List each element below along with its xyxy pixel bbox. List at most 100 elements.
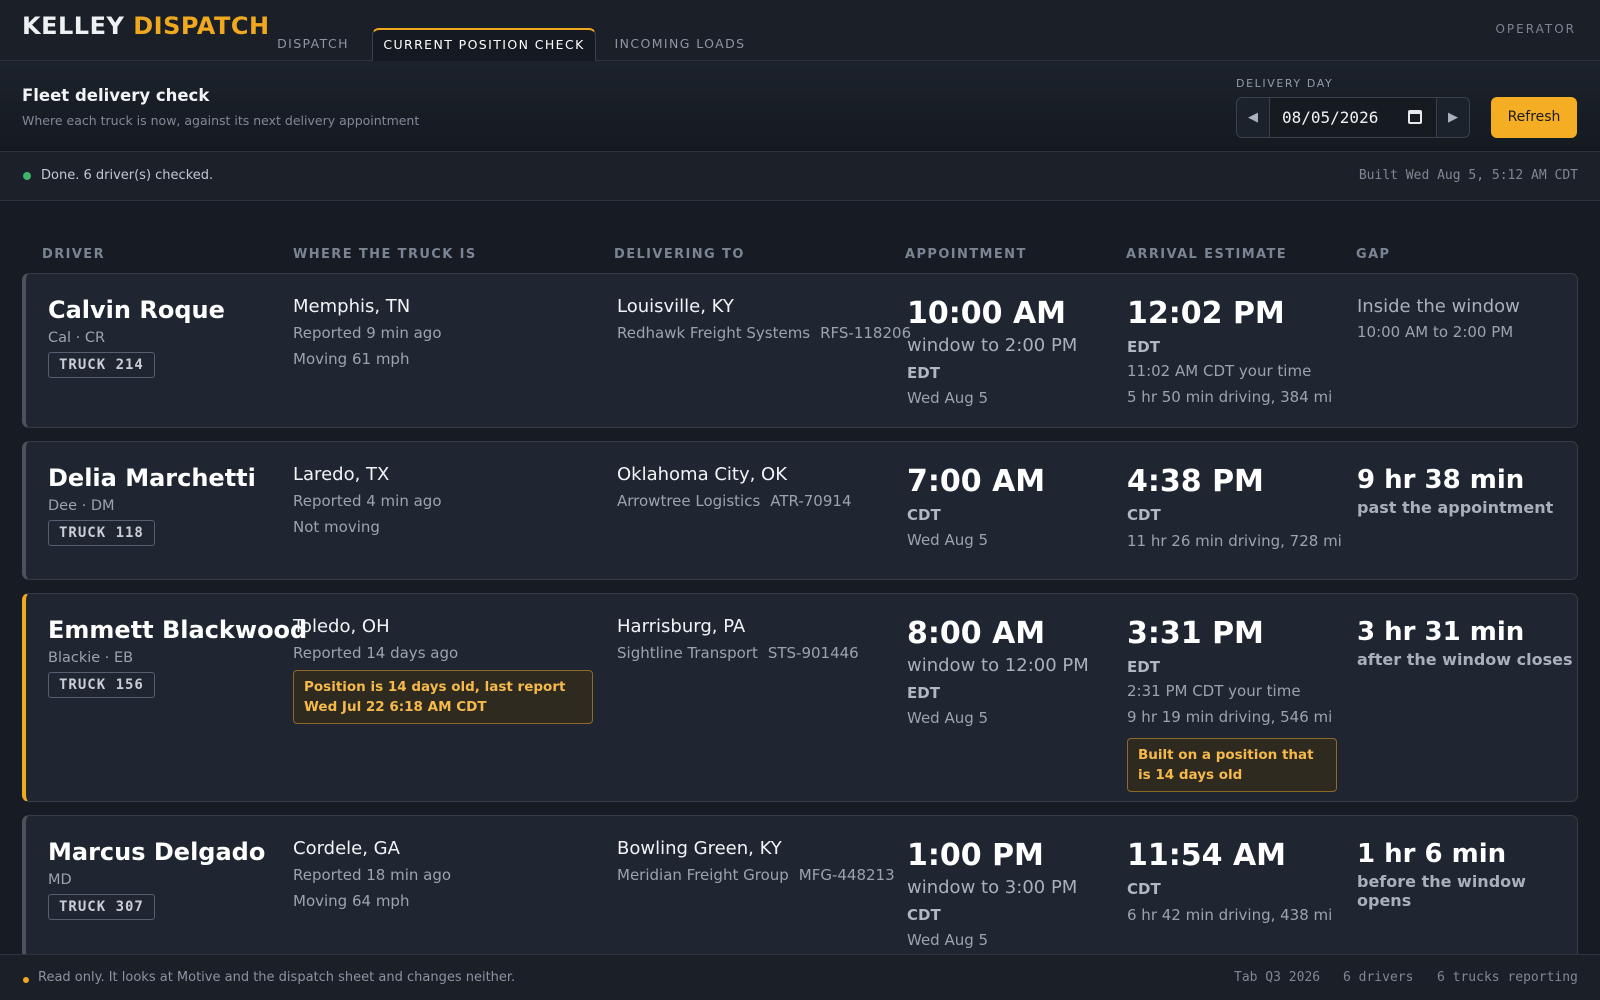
eta-time: 3:31 PM <box>1127 616 1264 651</box>
eta-driving-distance: 6 hr 42 min driving, 438 mi <box>1127 906 1333 924</box>
gap-cell: 3 hr 31 min after the window closes <box>1357 616 1573 669</box>
appointment-date: Wed Aug 5 <box>907 531 989 549</box>
brand-logo: KELLEY DISPATCH <box>22 12 270 40</box>
driver-row[interactable]: Marcus Delgado MD TRUCK 307 Cordele, GA … <box>22 815 1578 975</box>
read-only-notice: Read only. It looks at Motive and the di… <box>38 970 516 985</box>
tab-dispatch[interactable]: DISPATCH <box>277 36 349 51</box>
gap-cell: 1 hr 6 min before the window opens <box>1357 838 1577 910</box>
next-day-button[interactable]: ▶ <box>1436 98 1469 137</box>
appointment-window: window to 2:00 PM <box>907 335 1078 356</box>
column-header-driver: DRIVER <box>42 247 105 262</box>
driver-nickname: Cal · CR <box>48 330 106 346</box>
eta-time: 11:54 AM <box>1127 838 1287 873</box>
column-header-destination: DELIVERING TO <box>614 247 745 262</box>
destination-cell: Harrisburg, PA Sightline Transport STS-90… <box>617 616 859 666</box>
arrival-estimate-cell: 3:31 PM EDT 2:31 PM CDT your time 9 hr 1… <box>1127 616 1337 792</box>
truck-location: Cordele, GA <box>293 838 400 859</box>
column-header-appointment: APPOINTMENT <box>905 247 1027 262</box>
tab-incoming-loads[interactable]: INCOMING LOADS <box>614 36 746 51</box>
appointment-date: Wed Aug 5 <box>907 709 989 727</box>
appointment-timezone: EDT <box>907 364 940 382</box>
tab-current-position-check[interactable]: CURRENT POSITION CHECK <box>372 28 596 61</box>
reported-time: Reported 18 min ago <box>293 866 452 884</box>
footer-trucks-reporting: 6 trucks reporting <box>1437 970 1578 985</box>
page-title: Fleet delivery check <box>22 86 210 105</box>
eta-time: 12:02 PM <box>1127 296 1285 331</box>
gap-duration: 3 hr 31 min <box>1357 617 1525 647</box>
truck-badge: TRUCK 307 <box>48 894 155 920</box>
driver-row[interactable]: Calvin Roque Cal · CR TRUCK 214 Memphis,… <box>22 273 1578 428</box>
refresh-button[interactable]: Refresh <box>1491 97 1577 138</box>
appointment-timezone: CDT <box>907 506 941 524</box>
column-header-location: WHERE THE TRUCK IS <box>293 247 477 262</box>
gap-detail: after the window closes <box>1357 650 1573 669</box>
eta-local-time: 2:31 PM CDT your time <box>1127 682 1301 700</box>
driver-name: Delia Marchetti <box>48 464 256 492</box>
driver-nickname: MD <box>48 872 72 888</box>
driver-row[interactable]: Emmett Blackwood Blackie · EB TRUCK 156 … <box>22 593 1578 802</box>
eta-timezone: EDT <box>1127 338 1160 356</box>
appointment-date: Wed Aug 5 <box>907 931 989 949</box>
footer-driver-count: 6 drivers <box>1343 970 1414 985</box>
appointment-timezone: CDT <box>907 906 941 924</box>
gap-status: Inside the window <box>1357 296 1520 317</box>
destination-city: Louisville, KY <box>617 296 734 317</box>
column-header-gap: GAP <box>1356 247 1391 262</box>
driver-cell: Calvin Roque Cal · CR TRUCK 214 <box>48 296 225 378</box>
gap-cell: Inside the window 10:00 AM to 2:00 PM <box>1357 296 1520 341</box>
truck-badge: TRUCK 156 <box>48 672 155 698</box>
delivery-date-input[interactable]: 08/05/2026 <box>1270 98 1436 137</box>
appointment-window: window to 3:00 PM <box>907 877 1078 898</box>
driver-cell: Delia Marchetti Dee · DM TRUCK 118 <box>48 464 256 546</box>
shipper-name: Meridian Freight Group <box>617 866 789 884</box>
status-bar: Done. 6 driver(s) checked. Built Wed Aug… <box>0 152 1600 201</box>
page-subtitle: Where each truck is now, against its nex… <box>22 113 420 128</box>
gap-duration: 9 hr 38 min <box>1357 465 1525 495</box>
driver-cell: Emmett Blackwood Blackie · EB TRUCK 156 <box>48 616 307 698</box>
appointment-cell: 7:00 AM CDT Wed Aug 5 <box>907 464 1045 549</box>
brand-part2: DISPATCH <box>133 12 270 40</box>
eta-driving-distance: 11 hr 26 min driving, 728 mi <box>1127 532 1342 550</box>
arrival-estimate-cell: 12:02 PM EDT 11:02 AM CDT your time 5 hr… <box>1127 296 1332 410</box>
footer-bar: Read only. It looks at Motive and the di… <box>0 954 1600 1000</box>
load-reference: ATR-70914 <box>770 492 852 510</box>
location-cell: Memphis, TN Reported 9 min ago Moving 61… <box>293 296 442 372</box>
eta-timezone: EDT <box>1127 658 1160 676</box>
load-reference: RFS-118206 <box>820 324 912 342</box>
status-ok-dot-icon <box>23 172 31 180</box>
load-reference: STS-901446 <box>767 644 859 662</box>
shipper-name: Redhawk Freight Systems <box>617 324 811 342</box>
destination-city: Harrisburg, PA <box>617 616 746 637</box>
delivery-date-value: 08/05/2026 <box>1282 108 1379 127</box>
location-cell: Laredo, TX Reported 4 min ago Not moving <box>293 464 442 540</box>
gap-duration: 1 hr 6 min <box>1357 839 1507 869</box>
brand-part1: KELLEY <box>22 12 125 40</box>
destination-cell: Bowling Green, KY Meridian Freight Group… <box>617 838 895 888</box>
destination-cell: Louisville, KY Redhawk Freight Systems RF… <box>617 296 911 346</box>
previous-day-button[interactable]: ◀ <box>1237 98 1270 137</box>
driver-nickname: Dee · DM <box>48 498 115 514</box>
truck-location: Toledo, OH <box>293 616 390 637</box>
destination-cell: Oklahoma City, OK Arrowtree Logistics ATR… <box>617 464 852 514</box>
gap-detail: past the appointment <box>1357 498 1554 517</box>
eta-driving-distance: 9 hr 19 min driving, 546 mi <box>1127 708 1333 726</box>
page-header: Fleet delivery check Where each truck is… <box>0 61 1600 152</box>
driver-nickname: Blackie · EB <box>48 650 134 666</box>
eta-timezone: CDT <box>1127 880 1161 898</box>
appointment-cell: 1:00 PM window to 3:00 PM CDT Wed Aug 5 <box>907 838 1077 949</box>
driver-row[interactable]: Delia Marchetti Dee · DM TRUCK 118 Lared… <box>22 441 1578 580</box>
appointment-time: 7:00 AM <box>907 464 1046 499</box>
appointment-time: 10:00 AM <box>907 296 1067 331</box>
operator-label[interactable]: OPERATOR <box>1495 22 1576 36</box>
top-bar: KELLEY DISPATCH DISPATCH CURRENT POSITIO… <box>0 0 1600 61</box>
status-text: Done. 6 driver(s) checked. <box>41 168 214 183</box>
gap-cell: 9 hr 38 min past the appointment <box>1357 464 1553 517</box>
appointment-cell: 8:00 AM window to 12:00 PM EDT Wed Aug 5 <box>907 616 1089 727</box>
delivery-day-picker: ◀ 08/05/2026 ▶ <box>1236 97 1470 138</box>
appointment-timezone: EDT <box>907 684 940 702</box>
appointment-time: 1:00 PM <box>907 838 1044 873</box>
stale-estimate-warning: Built on a position that is 14 days old <box>1127 738 1337 792</box>
footer-tab-label: Tab Q3 2026 <box>1234 970 1321 985</box>
driver-cell: Marcus Delgado MD TRUCK 307 <box>48 838 265 920</box>
calendar-icon[interactable] <box>1408 110 1422 124</box>
